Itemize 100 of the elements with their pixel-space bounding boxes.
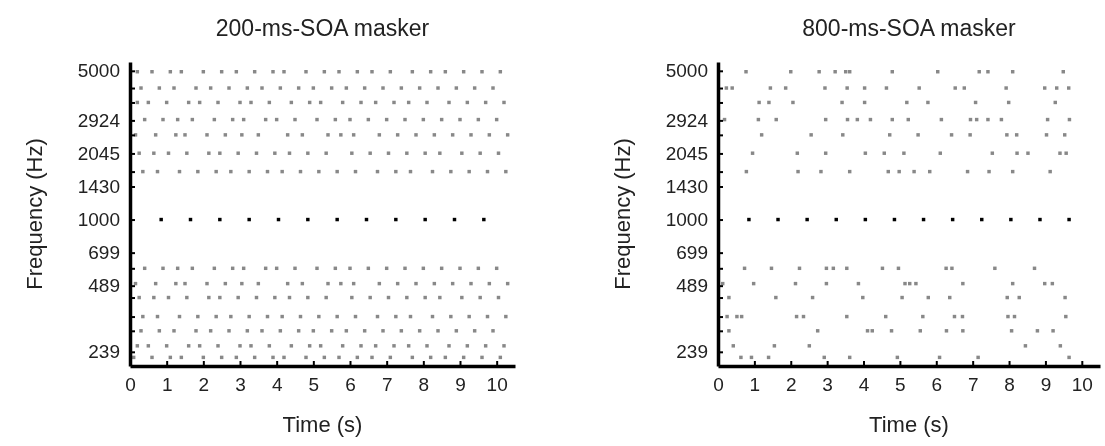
point: [161, 117, 165, 122]
y-tick-label: 699: [676, 242, 708, 264]
point: [208, 329, 213, 333]
point: [1035, 329, 1040, 333]
point: [194, 329, 198, 333]
point: [392, 344, 396, 348]
point: [436, 86, 440, 90]
y-tick-label: 2045: [665, 143, 708, 165]
point: [216, 100, 220, 105]
point: [403, 117, 407, 122]
point: [938, 151, 943, 155]
point: [449, 314, 453, 319]
x-tick-label: 10: [1071, 374, 1093, 396]
point: [207, 295, 211, 300]
point: [454, 329, 459, 333]
point: [135, 344, 140, 348]
point: [987, 169, 991, 174]
point: [185, 295, 189, 300]
point: [414, 281, 418, 286]
point: [759, 133, 764, 137]
point: [152, 295, 156, 300]
point: [1058, 151, 1062, 155]
point: [1066, 86, 1071, 90]
y-tick-label: 239: [88, 341, 120, 363]
point: [505, 133, 510, 137]
point: [289, 344, 294, 348]
point: [823, 151, 828, 155]
point: [196, 314, 200, 319]
chart-title: 200-ms-SOA masker: [215, 15, 430, 41]
point: [240, 133, 244, 137]
point: [861, 295, 865, 300]
point: [491, 329, 495, 333]
point: [282, 70, 286, 74]
point: [902, 151, 906, 155]
point: [478, 295, 482, 300]
point: [914, 281, 918, 286]
point: [450, 133, 455, 137]
point: [196, 169, 200, 174]
point: [247, 314, 251, 319]
point: [285, 133, 290, 137]
y-tick-label: 1430: [665, 176, 708, 198]
point: [1063, 295, 1067, 300]
point: [229, 314, 233, 319]
point: [240, 281, 244, 286]
point: [238, 344, 242, 348]
x-axis-title: Time (s): [282, 412, 363, 437]
point: [306, 217, 310, 222]
point: [216, 344, 220, 348]
point: [1038, 217, 1042, 222]
point: [469, 133, 473, 137]
point: [950, 266, 954, 271]
point: [1067, 355, 1071, 360]
point: [882, 151, 886, 155]
point: [438, 295, 442, 300]
point: [916, 133, 920, 137]
point: [359, 344, 363, 348]
point: [449, 169, 453, 174]
point: [1015, 151, 1019, 155]
point: [260, 86, 264, 90]
point: [862, 86, 867, 90]
point: [218, 151, 222, 155]
point: [350, 295, 354, 300]
x-tick-label: 5: [308, 374, 320, 396]
point: [370, 355, 374, 360]
point: [350, 151, 354, 155]
point: [256, 133, 261, 137]
point: [348, 117, 352, 122]
point: [395, 133, 400, 137]
point: [194, 86, 198, 90]
point: [990, 151, 995, 155]
point: [344, 329, 349, 333]
point: [900, 295, 904, 300]
point: [458, 117, 462, 122]
point: [218, 217, 222, 222]
x-tick-label: 7: [381, 374, 393, 396]
y-axis-title: Frequency (Hz): [22, 138, 47, 290]
y-tick-label: 5000: [77, 60, 120, 82]
point: [137, 151, 141, 155]
point: [772, 344, 777, 348]
point: [447, 100, 451, 105]
point: [280, 169, 284, 174]
point: [405, 151, 409, 155]
point: [1062, 133, 1067, 137]
point: [845, 266, 849, 271]
point: [944, 329, 949, 333]
point: [1064, 314, 1068, 319]
point: [423, 151, 427, 155]
point: [465, 344, 470, 348]
point: [949, 133, 954, 137]
point: [335, 217, 339, 222]
point: [174, 281, 178, 286]
point: [744, 70, 748, 74]
point: [1048, 169, 1052, 174]
point: [141, 314, 145, 319]
point: [362, 86, 367, 90]
point: [186, 344, 191, 348]
point: [183, 281, 187, 286]
point: [833, 70, 837, 74]
point: [137, 295, 141, 300]
point: [317, 314, 321, 319]
